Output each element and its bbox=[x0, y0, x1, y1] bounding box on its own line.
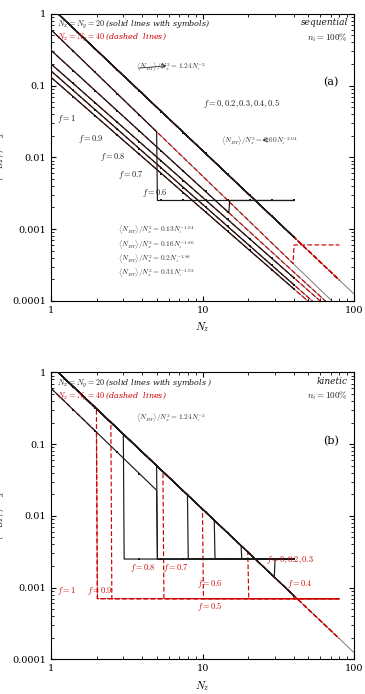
Text: $\langle N_{BT}\rangle/N_x^2=0.13N_z^{-1.84}$: $\langle N_{BT}\rangle/N_x^2=0.13N_z^{-1… bbox=[118, 223, 195, 236]
Text: $f=0.8$: $f=0.8$ bbox=[100, 151, 126, 162]
Text: $N_x=N_y=40$ (dashed  lines): $N_x=N_y=40$ (dashed lines) bbox=[57, 31, 167, 43]
Text: $f=0, 0.2, 0.3, 0.4, 0.5$: $f=0, 0.2, 0.3, 0.4, 0.5$ bbox=[203, 96, 280, 110]
Text: sequential: sequential bbox=[301, 18, 348, 27]
Text: kinetic: kinetic bbox=[317, 377, 348, 386]
Text: $f=1$: $f=1$ bbox=[57, 113, 76, 126]
Text: $\langle N_{BT}\rangle/N_x^2=0.60N_z^{-2.04}$: $\langle N_{BT}\rangle/N_x^2=0.60N_z^{-2… bbox=[221, 134, 297, 147]
Text: $f=0.7$: $f=0.7$ bbox=[163, 562, 189, 575]
Y-axis label: $\langle N_{BT}\rangle/N_x^{2}$: $\langle N_{BT}\rangle/N_x^{2}$ bbox=[0, 490, 7, 542]
Text: $f=0.6$: $f=0.6$ bbox=[196, 578, 222, 590]
Text: $N_x=N_y=20$ (solid lines with symbols ): $N_x=N_y=20$ (solid lines with symbols ) bbox=[57, 377, 213, 389]
Text: $N_x=N_y=20$ (solid lines with symbols): $N_x=N_y=20$ (solid lines with symbols) bbox=[57, 18, 210, 30]
X-axis label: $N_z$: $N_z$ bbox=[195, 320, 210, 334]
Y-axis label: $\langle N_{BT}\rangle/N_x^{2}$: $\langle N_{BT}\rangle/N_x^{2}$ bbox=[0, 131, 7, 183]
Text: $f=0.7$: $f=0.7$ bbox=[118, 169, 144, 181]
Text: (b): (b) bbox=[323, 436, 339, 446]
Text: $f=0.5$: $f=0.5$ bbox=[196, 600, 222, 613]
Text: (a): (a) bbox=[323, 77, 339, 87]
Text: $n_i=100\%$: $n_i=100\%$ bbox=[307, 389, 348, 403]
Text: $N_x=N_y=40$ (dashed  lines): $N_x=N_y=40$ (dashed lines) bbox=[57, 389, 167, 402]
Text: $f=0.8$: $f=0.8$ bbox=[130, 562, 156, 575]
Text: $f=0, 0.2, 0.3$: $f=0, 0.2, 0.3$ bbox=[266, 554, 314, 566]
X-axis label: $N_z$: $N_z$ bbox=[195, 679, 210, 693]
Text: $n_i=100\%$: $n_i=100\%$ bbox=[307, 31, 348, 44]
Text: $\langle N_{BT}\rangle/N_x^2=0.2N_z^{-1.86}$: $\langle N_{BT}\rangle/N_x^2=0.2N_z^{-1.… bbox=[118, 252, 191, 265]
Text: $\langle N_{BT}\rangle/N_x^2=1.24N_z^{-2}$: $\langle N_{BT}\rangle/N_x^2=1.24N_z^{-2… bbox=[136, 60, 206, 73]
Text: $f=0.9$: $f=0.9$ bbox=[78, 133, 104, 144]
Text: $\langle N_{BT}\rangle/N_x^2=1.24N_z^{-2}$: $\langle N_{BT}\rangle/N_x^2=1.24N_z^{-2… bbox=[136, 411, 206, 424]
Text: $f=0.6$: $f=0.6$ bbox=[142, 187, 168, 199]
Text: $f=0.4$: $f=0.4$ bbox=[287, 578, 313, 590]
Text: $f=1$: $f=1$ bbox=[57, 585, 76, 598]
Text: $\langle N_{BT}\rangle/N_x^2=0.16N_z^{-1.86}$: $\langle N_{BT}\rangle/N_x^2=0.16N_z^{-1… bbox=[118, 237, 195, 251]
Text: $\langle N_{BT}\rangle/N_x^2=0.31N_z^{-1.93}$: $\langle N_{BT}\rangle/N_x^2=0.31N_z^{-1… bbox=[118, 266, 195, 279]
Text: $f=0.9$: $f=0.9$ bbox=[88, 585, 113, 598]
